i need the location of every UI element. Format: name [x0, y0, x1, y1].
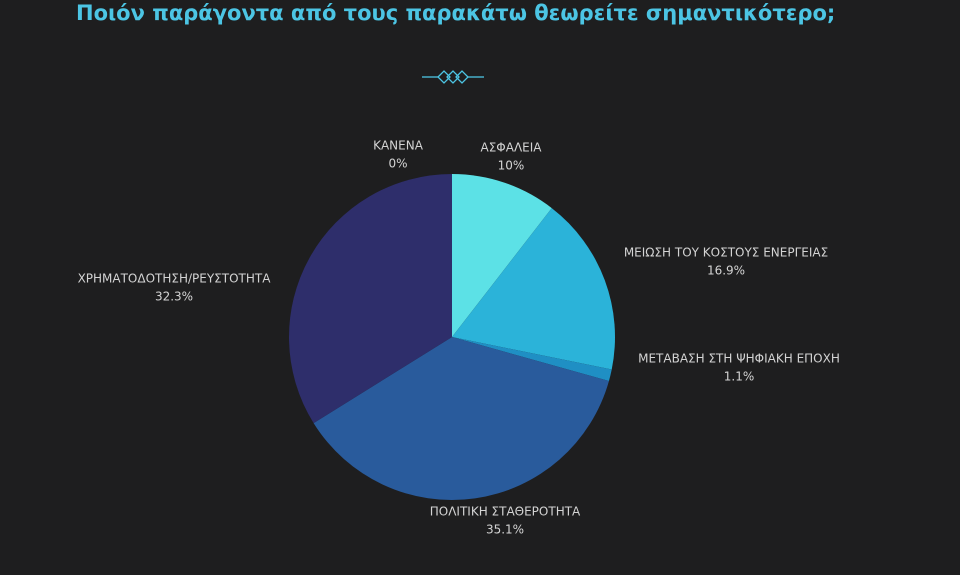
slice-label: ΜΕΤΑΒΑΣΗ ΣΤΗ ΨΗΦΙΑΚΗ ΕΠΟΧΗ — [638, 352, 840, 366]
value-label: 10% — [498, 159, 525, 173]
value-label: 32.3% — [155, 290, 193, 304]
pie-slice — [452, 174, 552, 337]
value-label: 35.1% — [486, 523, 524, 537]
pie-slice — [313, 337, 609, 500]
slice-label: ΑΣΦΑΛΕΙΑ — [481, 141, 543, 155]
pie-slice — [289, 174, 452, 424]
pie-slice — [452, 208, 615, 370]
slice-label: ΠΟΛΙΤΙΚΗ ΣΤΑΘΕΡΟΤΗΤΑ — [430, 505, 581, 519]
value-label: 1.1% — [724, 370, 755, 384]
pie-slice — [452, 337, 612, 381]
value-label: 0% — [388, 157, 407, 171]
slice-label: ΜΕΙΩΣΗ ΤΟΥ ΚΟΣΤΟΥΣ ΕΝΕΡΓΕΙΑΣ — [624, 246, 828, 260]
slice-label: ΚΑΝΕΝΑ — [373, 139, 424, 153]
chart-title: Ποιόν παράγοντα από τους παρακάτω θεωρεί… — [76, 1, 835, 25]
value-label: 16.9% — [707, 264, 745, 278]
ornament — [422, 70, 484, 84]
slice-label: ΧΡΗΜΑΤΟΔΟΤΗΣΗ/ΡΕΥΣΤΟΤΗΤΑ — [78, 272, 272, 286]
